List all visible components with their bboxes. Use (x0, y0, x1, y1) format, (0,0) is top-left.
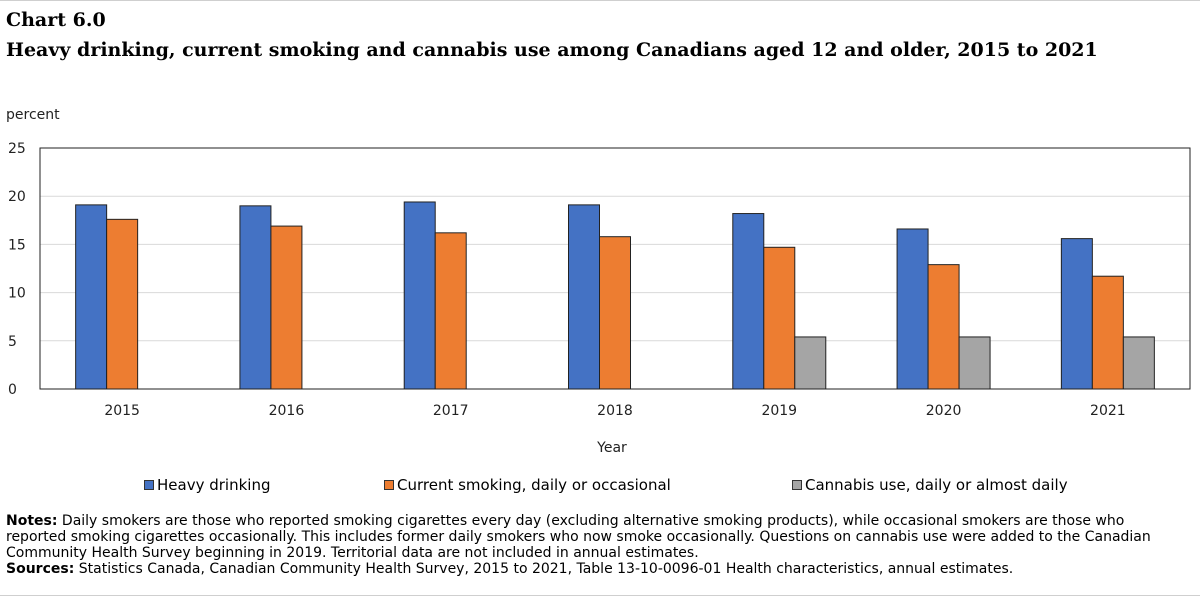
bar-heavy-drinking-2017 (403, 201, 436, 390)
bar-current-smoking-2015 (106, 218, 139, 390)
sources-paragraph: Sources: Statistics Canada, Canadian Com… (6, 561, 1181, 577)
legend-swatch-heavy-drinking (144, 480, 154, 490)
top-rule (0, 0, 1200, 1)
notes-text: Daily smokers are those who reported smo… (6, 513, 1151, 561)
y-tick-label: 0 (8, 382, 17, 398)
x-axis-title: Year (596, 440, 627, 456)
legend-swatch-cannabis-use (792, 480, 802, 490)
bar-current-smoking-2019 (763, 246, 796, 390)
bar-cannabis-use-2021 (1122, 336, 1155, 390)
bar-cannabis-use-2019 (794, 336, 827, 390)
sources-text: Statistics Canada, Canadian Community He… (78, 561, 1014, 577)
chart-number: Chart 6.0 (6, 9, 106, 31)
x-tick-label: 2019 (761, 403, 797, 419)
bar-heavy-drinking-2018 (568, 204, 600, 390)
legend-item-heavy-drinking: Heavy drinking (144, 474, 270, 496)
notes-label: Notes: (6, 513, 58, 529)
y-tick-labels: 0 5 10 15 20 25 (8, 141, 26, 398)
legend-item-cannabis-use: Cannabis use, daily or almost daily (792, 474, 1068, 496)
x-tick-label: 2016 (269, 403, 305, 419)
notes-paragraph: Notes: Daily smokers are those who repor… (6, 513, 1181, 561)
sources-label: Sources: (6, 561, 75, 577)
bar-heavy-drinking-2016 (239, 205, 272, 390)
x-tick-label: 2020 (926, 403, 962, 419)
legend-label-cannabis-use: Cannabis use, daily or almost daily (805, 476, 1068, 494)
bar-heavy-drinking-2015 (75, 204, 108, 390)
plot-frame (39, 147, 1191, 390)
bar-current-smoking-2016 (270, 225, 303, 390)
bar-current-smoking-2021 (1091, 275, 1124, 390)
legend-label-heavy-drinking: Heavy drinking (157, 476, 271, 494)
legend-item-current-smoking: Current smoking, daily or occasional (384, 474, 671, 496)
y-tick-label: 10 (8, 286, 26, 302)
x-tick-label: 2018 (597, 403, 633, 419)
bars (75, 201, 1155, 390)
legend: Heavy drinking Current smoking, daily or… (0, 474, 1200, 498)
chart-notes: Notes: Daily smokers are those who repor… (6, 513, 1181, 577)
chart-title: Heavy drinking, current smoking and cann… (6, 39, 1098, 61)
bar-cannabis-use-2020 (958, 336, 991, 390)
y-tick-label: 15 (8, 237, 26, 253)
y-axis-unit: percent (6, 107, 60, 123)
bar-current-smoking-2020 (927, 264, 960, 390)
bar-heavy-drinking-2020 (896, 228, 929, 390)
bar-current-smoking-2017 (434, 232, 467, 390)
x-tick-label: 2021 (1090, 403, 1126, 419)
bar-heavy-drinking-2021 (1060, 238, 1093, 390)
y-tick-label: 25 (8, 141, 26, 157)
bar-current-smoking-2018 (599, 236, 631, 390)
x-tick-label: 2015 (104, 403, 140, 419)
y-tick-label: 5 (8, 334, 17, 350)
legend-label-current-smoking: Current smoking, daily or occasional (397, 476, 671, 494)
bar-heavy-drinking-2019 (732, 213, 765, 390)
x-tick-label: 2017 (433, 403, 469, 419)
bottom-rule (0, 595, 1200, 596)
legend-swatch-current-smoking (384, 480, 394, 490)
x-tick-labels: 2015 2016 2017 2018 2019 2020 2021 (104, 403, 1125, 419)
y-tick-label: 20 (8, 189, 26, 205)
